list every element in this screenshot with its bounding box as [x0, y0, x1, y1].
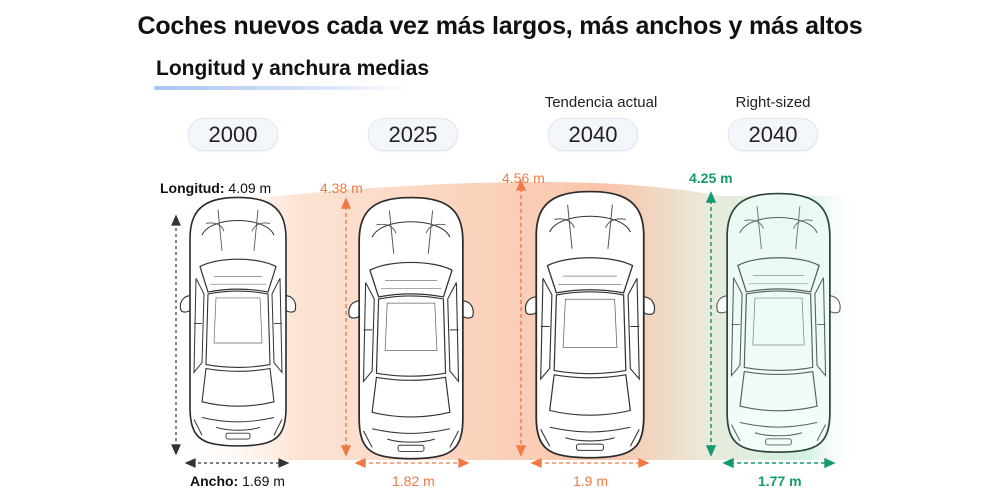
length-value-2000: 4.09 m — [228, 180, 272, 196]
scenario-label-rightsized: Right-sized — [735, 94, 811, 111]
scenario-label-trend: Tendencia actual — [544, 94, 658, 111]
year-pill-2000: 2000 — [188, 118, 278, 151]
length-value-2040-rightsized: 4.25 m — [689, 170, 733, 186]
length-value-2025: 4.38 m — [320, 180, 363, 196]
width-arrow-2000 — [184, 458, 290, 468]
length-arrow-2025 — [340, 197, 352, 457]
car-2040-trend-silhouette — [524, 190, 656, 459]
page-title: Coches nuevos cada vez más largos, más a… — [137, 12, 863, 40]
year-pill-2040-trend: 2040 — [548, 118, 638, 151]
length-arrow-2000 — [171, 214, 181, 456]
width-prefix: Ancho: — [190, 473, 239, 489]
page-subtitle: Longitud y anchura medias — [156, 57, 430, 80]
car-2025-silhouette — [347, 196, 475, 460]
width-value-2000: 1.69 m — [242, 473, 285, 489]
length-label-2000: Longitud: 4.09 m — [160, 180, 271, 196]
width-arrow-2025 — [354, 457, 470, 469]
car-2040-rightsized-silhouette — [716, 192, 841, 453]
car-2000-silhouette — [179, 196, 297, 447]
width-value-2040-rightsized: 1.77 m — [758, 473, 802, 489]
width-value-2025: 1.82 m — [392, 473, 435, 489]
year-pill-2040-rightsized: 2040 — [728, 118, 818, 151]
subtitle-underline — [154, 86, 410, 90]
length-arrow-2040-rightsized — [705, 191, 717, 457]
width-label-2000: Ancho: 1.69 m — [190, 473, 285, 489]
year-pill-2025: 2025 — [368, 118, 458, 151]
length-prefix: Longitud: — [160, 180, 225, 196]
length-value-2040-trend: 4.56 m — [502, 170, 545, 186]
width-arrow-2040-rightsized — [722, 457, 836, 469]
width-value-2040-trend: 1.9 m — [573, 473, 609, 489]
width-arrow-2040-trend — [530, 457, 650, 469]
length-arrow-2040-trend — [515, 179, 527, 457]
